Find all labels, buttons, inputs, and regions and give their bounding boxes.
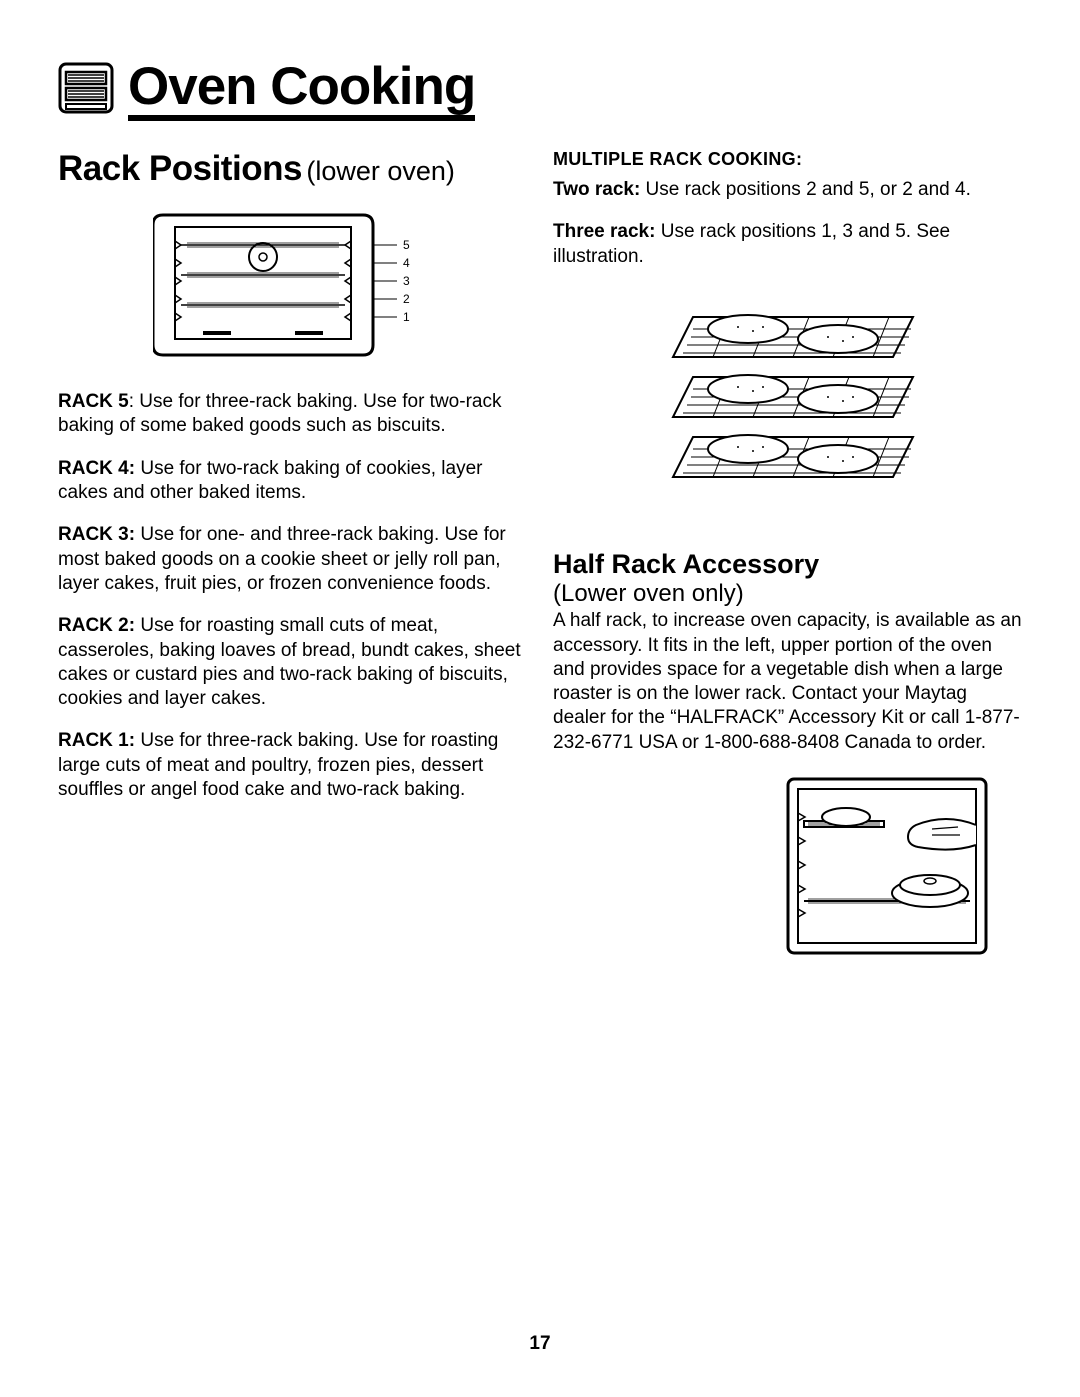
half-rack-title: Half Rack Accessory <box>553 550 1022 580</box>
rack5-label: RACK 5 <box>58 391 129 412</box>
section-subtitle-text: (lower oven) <box>306 156 455 186</box>
three-rack-label: Three rack: <box>553 221 655 242</box>
half-rack-diagram <box>553 773 1022 968</box>
rack1-label: RACK 1: <box>58 730 135 751</box>
multiple-rack-heading: MULTIPLE RACK COOKING: <box>553 149 1022 170</box>
rack4-para: RACK 4: Use for two-rack baking of cooki… <box>58 457 527 506</box>
section-title: Rack Positions <box>58 149 302 188</box>
half-rack-subtitle: (Lower oven only) <box>553 580 1022 608</box>
three-rack-diagram <box>553 287 1022 530</box>
oven-icon <box>58 60 114 121</box>
half-rack-body: A half rack, to increase oven capacity, … <box>553 609 1022 755</box>
rack-label-3: 3 <box>403 274 410 288</box>
rack2-label: RACK 2: <box>58 615 135 636</box>
left-column: Rack Positions (lower oven) <box>58 149 527 988</box>
right-column: MULTIPLE RACK COOKING: Two rack: Use rac… <box>553 149 1022 988</box>
page-number: 17 <box>0 1333 1080 1355</box>
rack-positions-heading: Rack Positions (lower oven) <box>58 149 527 189</box>
rack-label-2: 2 <box>403 292 410 306</box>
page-header: Oven Cooking <box>58 60 1022 121</box>
two-rack-para: Two rack: Use rack positions 2 and 5, or… <box>553 178 1022 202</box>
rack4-label: RACK 4: <box>58 458 135 479</box>
content-columns: Rack Positions (lower oven) <box>58 149 1022 988</box>
rack1-para: RACK 1: Use for three-rack baking. Use f… <box>58 729 527 802</box>
rack3-para: RACK 3: Use for one- and three-rack baki… <box>58 523 527 596</box>
rack-positions-diagram: 5 4 3 2 1 <box>58 207 527 370</box>
rack3-label: RACK 3: <box>58 524 135 545</box>
rack-label-5: 5 <box>403 238 410 252</box>
rack-label-4: 4 <box>403 256 410 270</box>
two-rack-label: Two rack: <box>553 179 640 200</box>
rack2-para: RACK 2: Use for roasting small cuts of m… <box>58 614 527 711</box>
three-rack-para: Three rack: Use rack positions 1, 3 and … <box>553 220 1022 269</box>
rack-label-1: 1 <box>403 310 410 324</box>
two-rack-text: Use rack positions 2 and 5, or 2 and 4. <box>640 179 971 200</box>
page-title: Oven Cooking <box>128 60 475 121</box>
rack5-para: RACK 5: Use for three-rack baking. Use f… <box>58 390 527 439</box>
